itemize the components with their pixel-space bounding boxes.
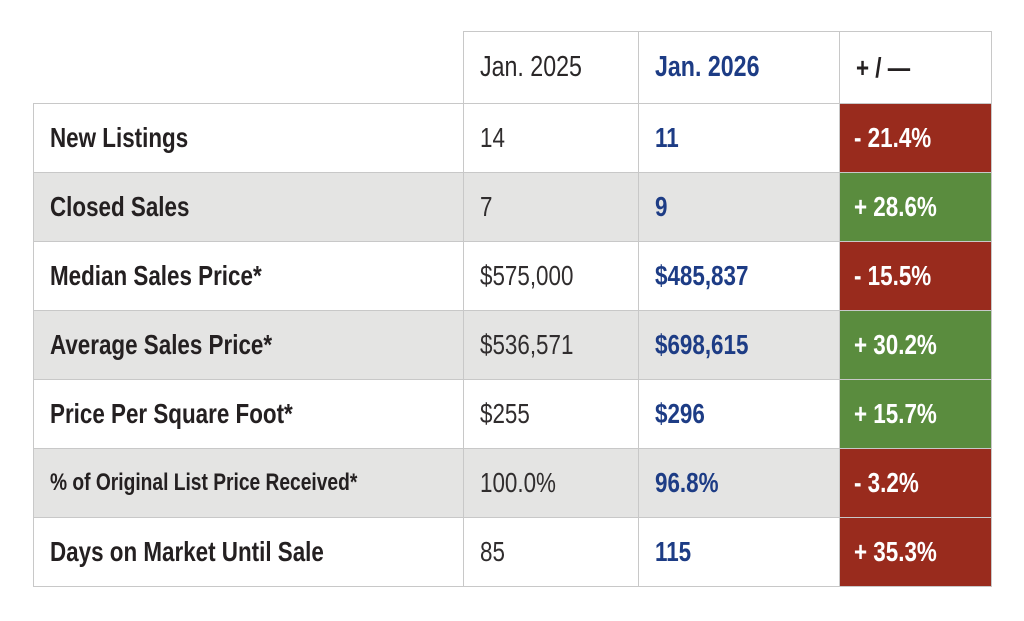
table-row-median-sales-price: Median Sales Price* $575,000 $485,837 - …	[33, 241, 992, 311]
prev-year-value: $575,000	[480, 260, 574, 291]
metric-cell: Closed Sales	[33, 172, 464, 242]
table-row-price-per-square-foot: Price Per Square Foot* $255 $296 + 15.7%	[33, 379, 992, 449]
metric-cell: Average Sales Price*	[33, 310, 464, 380]
change-cell: - 15.5%	[839, 241, 992, 311]
metric-cell: Price Per Square Foot*	[33, 379, 464, 449]
table-row-days-on-market: Days on Market Until Sale 85 115 + 35.3%	[33, 517, 992, 587]
metric-label: Days on Market Until Sale	[50, 536, 324, 567]
curr-year-value: $296	[655, 398, 705, 429]
metric-label: % of Original List Price Received*	[50, 469, 358, 496]
prev-year-value-cell: 100.0%	[463, 448, 639, 518]
change-cell: - 3.2%	[839, 448, 992, 518]
curr-year-value: 96.8%	[655, 467, 719, 498]
change-cell: - 21.4%	[839, 103, 992, 173]
metric-label: Median Sales Price*	[50, 260, 262, 291]
table-row-closed-sales: Closed Sales 7 9 + 28.6%	[33, 172, 992, 242]
curr-year-value-cell: 115	[638, 517, 840, 587]
change-cell: + 15.7%	[839, 379, 992, 449]
prev-year-value: $536,571	[480, 329, 574, 360]
column-header-change-label: + / —	[856, 51, 911, 83]
change-value: + 30.2%	[854, 329, 937, 360]
header-row: Jan. 2025 Jan. 2026 + / —	[34, 31, 992, 104]
column-header-jan-2025: Jan. 2025	[463, 31, 639, 104]
change-value: + 35.3%	[854, 536, 937, 567]
stats-table: Jan. 2025 Jan. 2026 + / — New Listings 1…	[33, 31, 992, 587]
metric-cell: Median Sales Price*	[33, 241, 464, 311]
curr-year-value-cell: $485,837	[638, 241, 840, 311]
curr-year-value: 115	[655, 536, 692, 567]
metric-label: New Listings	[50, 122, 189, 153]
prev-year-value: 100.0%	[480, 467, 556, 498]
curr-year-value-cell: $296	[638, 379, 840, 449]
table-row-average-sales-price: Average Sales Price* $536,571 $698,615 +…	[33, 310, 992, 380]
prev-year-value-cell: 7	[463, 172, 639, 242]
curr-year-value: 9	[655, 191, 668, 222]
change-value: - 15.5%	[854, 260, 932, 291]
metric-label: Closed Sales	[50, 191, 190, 222]
curr-year-value-cell: 11	[638, 103, 840, 173]
metric-label: Average Sales Price*	[50, 329, 273, 360]
metric-cell: Days on Market Until Sale	[33, 517, 464, 587]
prev-year-value-cell: $255	[463, 379, 639, 449]
column-header-change: + / —	[839, 31, 992, 104]
curr-year-value: 11	[655, 122, 679, 153]
curr-year-value-cell: 96.8%	[638, 448, 840, 518]
metric-label: Price Per Square Foot*	[50, 398, 293, 429]
prev-year-value-cell: 85	[463, 517, 639, 587]
change-cell: + 28.6%	[839, 172, 992, 242]
change-cell: + 30.2%	[839, 310, 992, 380]
curr-year-value-cell: $698,615	[638, 310, 840, 380]
prev-year-value-cell: $536,571	[463, 310, 639, 380]
curr-year-value: $485,837	[655, 260, 749, 291]
prev-year-value-cell: $575,000	[463, 241, 639, 311]
change-value: - 3.2%	[854, 467, 919, 498]
column-header-jan-2026: Jan. 2026	[638, 31, 840, 104]
column-header-jan-2026-label: Jan. 2026	[655, 51, 760, 83]
prev-year-value: $255	[480, 398, 530, 429]
prev-year-value: 14	[480, 122, 505, 153]
metric-cell: % of Original List Price Received*	[33, 448, 464, 518]
metric-cell: New Listings	[33, 103, 464, 173]
change-value: + 28.6%	[854, 191, 937, 222]
change-cell: + 35.3%	[839, 517, 992, 587]
header-empty-cell	[34, 32, 464, 104]
prev-year-value: 85	[480, 536, 505, 567]
curr-year-value: $698,615	[655, 329, 749, 360]
table-row-pct-original-list-price: % of Original List Price Received* 100.0…	[33, 448, 992, 518]
table-row-new-listings: New Listings 14 11 - 21.4%	[33, 103, 992, 173]
change-value: + 15.7%	[854, 398, 937, 429]
prev-year-value: 7	[480, 191, 493, 222]
column-header-jan-2025-label: Jan. 2025	[480, 51, 582, 83]
curr-year-value-cell: 9	[638, 172, 840, 242]
change-value: - 21.4%	[854, 122, 932, 153]
prev-year-value-cell: 14	[463, 103, 639, 173]
